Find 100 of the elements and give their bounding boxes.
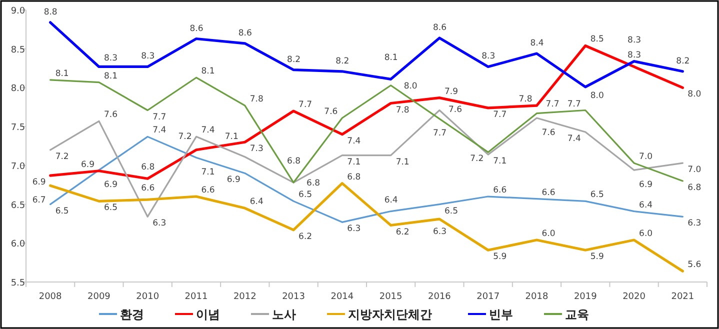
x-tick-label: 2017 — [476, 292, 500, 302]
legend-label: 환경 — [120, 308, 144, 322]
data-label: 7.8 — [518, 94, 532, 105]
data-label: 7.0 — [688, 165, 702, 176]
data-label: 6.3 — [688, 218, 702, 229]
data-label: 7.4 — [567, 134, 581, 144]
data-label: 7.0 — [639, 152, 653, 162]
data-label: 7.1 — [347, 157, 361, 168]
x-tick-label: 2019 — [574, 292, 598, 302]
data-label: 8.6 — [190, 24, 204, 34]
legend-label: 이념 — [196, 308, 220, 322]
data-label: 7.7 — [152, 112, 166, 122]
data-label: 6.6 — [542, 188, 556, 198]
data-label: 7.4 — [201, 126, 215, 136]
y-tick-label: 9.0 — [10, 6, 26, 16]
x-tick-label: 2008 — [38, 292, 62, 302]
y-tick-label: 5.5 — [10, 278, 26, 288]
data-label: 6.5 — [55, 206, 69, 216]
y-tick-label: 8.0 — [10, 84, 26, 94]
data-label: 6.2 — [396, 227, 410, 238]
x-tick-label: 2014 — [330, 292, 354, 302]
data-label: 8.2 — [336, 56, 350, 66]
data-label: 8.1 — [55, 68, 69, 79]
data-label: 7.4 — [152, 126, 166, 136]
data-label: 5.9 — [493, 252, 507, 262]
data-label: 8.3 — [141, 52, 155, 62]
data-label: 8.4 — [530, 38, 544, 49]
data-label: 6.7 — [32, 196, 46, 206]
data-label: 6.9 — [32, 178, 46, 188]
data-label: 6.4 — [384, 195, 398, 206]
data-label: 7.8 — [250, 94, 264, 105]
data-label: 6.2 — [298, 232, 312, 242]
x-tick-label: 2010 — [136, 292, 160, 302]
x-tick-label: 2015 — [379, 292, 402, 302]
data-label: 8.3 — [628, 50, 642, 61]
legend-label: 교육 — [565, 308, 589, 322]
data-label: 7.6 — [542, 128, 556, 138]
data-label: 6.6 — [201, 186, 215, 196]
y-tick-label: 7.5 — [10, 123, 26, 134]
legend-label: 지방자치단체간 — [348, 308, 432, 322]
data-label: 8.3 — [628, 35, 642, 46]
y-tick-label: 7.0 — [10, 162, 26, 172]
data-label: 7.6 — [324, 107, 338, 118]
data-label: 7.2 — [55, 152, 69, 162]
y-tick-label: 6.0 — [10, 240, 26, 250]
data-label: 8.5 — [590, 34, 604, 45]
data-label: 6.3 — [432, 227, 446, 238]
x-tick-label: 2018 — [525, 292, 548, 302]
data-label: 7.1 — [396, 157, 410, 168]
data-label: 7.7 — [432, 128, 446, 138]
data-label: 7.1 — [224, 132, 238, 142]
data-label: 6.5 — [444, 206, 458, 216]
x-tick-label: 2021 — [671, 292, 694, 302]
data-label: 6.8 — [306, 178, 320, 189]
data-label: 8.3 — [104, 54, 118, 64]
data-label: 7.2 — [470, 154, 484, 164]
data-label: 6.6 — [141, 184, 155, 194]
data-label: 6.9 — [104, 180, 118, 190]
data-label: 8.0 — [688, 90, 702, 100]
data-label: 6.9 — [80, 160, 94, 170]
data-label: 6.8 — [347, 172, 361, 182]
data-label: 8.6 — [432, 22, 446, 33]
data-label: 7.7 — [567, 99, 581, 110]
x-tick-label: 2016 — [428, 292, 452, 302]
data-label: 7.4 — [347, 136, 361, 146]
data-label: 6.0 — [639, 229, 653, 240]
data-label: 6.3 — [152, 218, 166, 229]
data-label: 7.9 — [444, 86, 458, 97]
data-label: 6.9 — [639, 180, 653, 190]
data-label: 7.7 — [493, 110, 507, 120]
data-label: 7.1 — [493, 156, 507, 167]
data-label: 8.1 — [384, 53, 398, 64]
data-label: 6.5 — [298, 190, 312, 200]
legend-label: 빈부 — [489, 308, 513, 322]
data-label: 5.6 — [688, 260, 702, 270]
data-label: 6.5 — [104, 203, 118, 214]
data-label: 6.5 — [590, 190, 604, 200]
data-label: 8.0 — [590, 90, 604, 101]
data-label: 7.8 — [396, 105, 410, 116]
y-tick-label: 6.5 — [10, 200, 26, 211]
x-tick-label: 2020 — [622, 292, 646, 302]
data-label: 6.9 — [226, 175, 240, 186]
x-tick-label: 2013 — [282, 292, 305, 302]
data-label: 6.4 — [639, 200, 653, 210]
data-label: 5.9 — [590, 252, 604, 262]
data-label: 6.0 — [542, 229, 556, 240]
data-label: 7.6 — [448, 104, 462, 115]
data-label: 6.8 — [287, 156, 301, 167]
data-label: 8.2 — [287, 54, 301, 65]
data-label: 8.2 — [676, 56, 690, 66]
data-label: 8.1 — [104, 71, 118, 82]
data-label: 8.8 — [44, 7, 58, 18]
data-label: 6.8 — [141, 162, 155, 173]
data-label: 7.2 — [178, 132, 192, 142]
data-label: 6.3 — [347, 224, 361, 234]
data-label: 7.7 — [546, 99, 560, 110]
data-label: 6.6 — [493, 186, 507, 196]
x-tick-label: 2009 — [88, 292, 111, 302]
x-tick-label: 2011 — [184, 292, 208, 302]
x-tick-label: 2012 — [233, 292, 256, 302]
